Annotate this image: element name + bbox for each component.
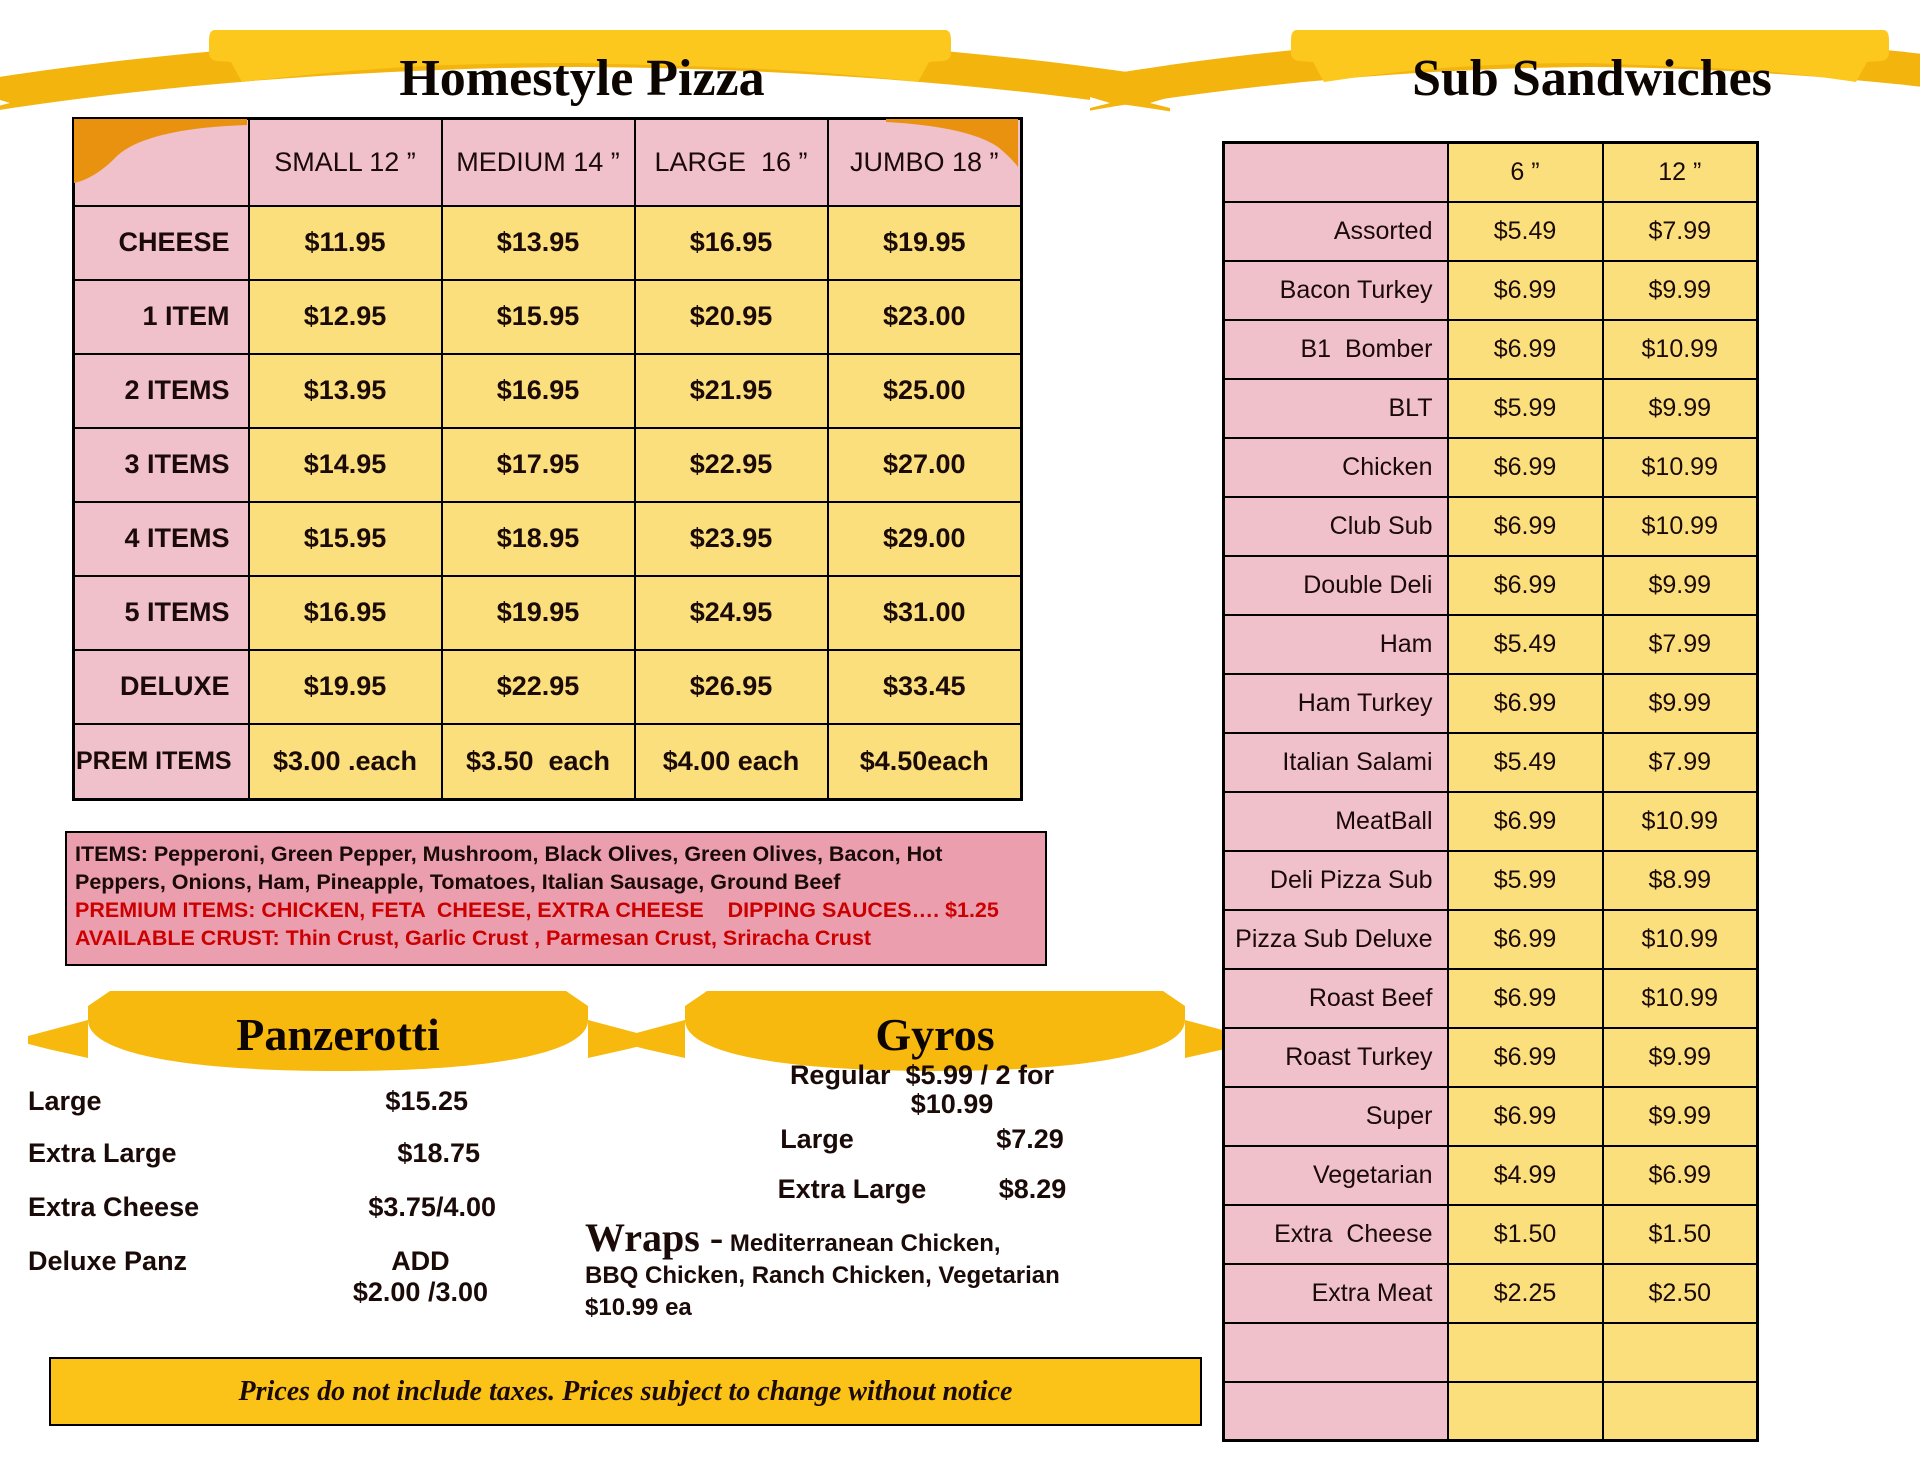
svg-text:Panzerotti: Panzerotti <box>236 1009 440 1060</box>
svg-text:Gyros: Gyros <box>875 1009 994 1060</box>
svg-text:Homestyle Pizza: Homestyle Pizza <box>399 50 764 107</box>
svg-text:Sub Sandwiches: Sub Sandwiches <box>1412 50 1772 107</box>
